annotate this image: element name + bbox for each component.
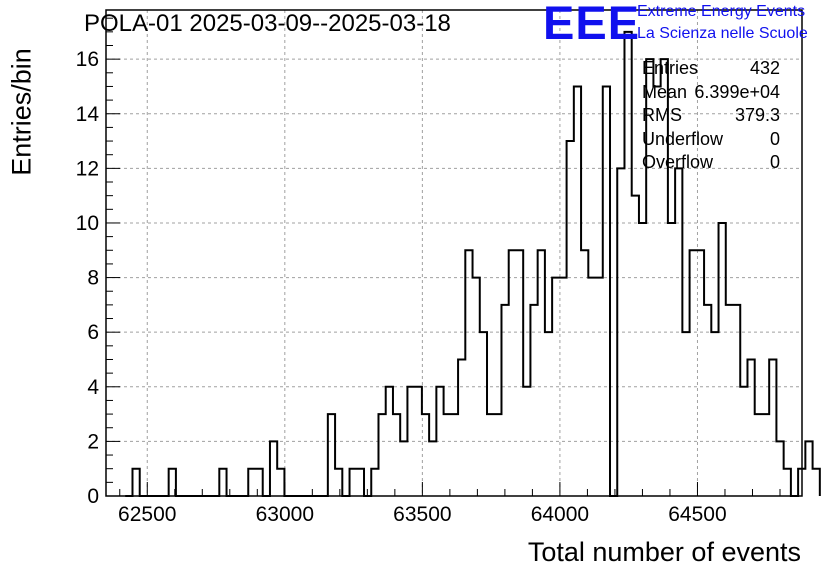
logo-line-2: La Scienza nelle Scuole: [637, 25, 808, 42]
y-tick-label: 6: [87, 321, 99, 344]
y-tick-label: 0: [87, 485, 99, 508]
stats-value: 432: [749, 58, 780, 78]
stats-value: 379.3: [734, 105, 780, 125]
stats-label: Mean: [642, 81, 688, 102]
stats-value: 0: [769, 152, 780, 172]
y-tick-label: 14: [76, 103, 100, 126]
stats-box: Entries 432 Mean 6.399e+04 RMS 379.3 Und…: [642, 57, 780, 175]
stats-row-entries: Entries 432: [642, 57, 780, 81]
y-tick-label: 16: [76, 48, 99, 71]
stats-label: Overflow: [642, 152, 714, 172]
y-tick-label: 12: [76, 157, 99, 180]
plot-frame: [105, 9, 803, 497]
eee-logo: EEE: [543, 0, 641, 49]
stats-row-mean: Mean 6.399e+04: [642, 81, 780, 105]
stats-row-overflow: Overflow 0: [642, 151, 780, 175]
y-tick-label: 10: [76, 212, 99, 235]
stats-label: Underflow: [642, 128, 724, 149]
stats-row-underflow: Underflow 0: [642, 128, 780, 152]
y-tick-label: 4: [87, 376, 99, 399]
x-tick-label: 63500: [393, 503, 451, 526]
y-axis-label: Entries/bin: [6, 48, 37, 176]
x-tick-label: 63000: [256, 503, 314, 526]
stats-label: RMS: [642, 105, 682, 125]
x-tick-label: 62500: [118, 503, 176, 526]
stats-value: 6.399e+04: [694, 81, 780, 102]
x-axis-label: Total number of events: [527, 537, 801, 567]
y-tick-label: 2: [87, 430, 99, 453]
y-tick-label: 8: [87, 267, 99, 290]
stats-value: 0: [769, 128, 780, 149]
x-tick-label: 64500: [668, 503, 726, 526]
stats-row-rms: RMS 379.3: [642, 104, 780, 128]
x-tick-label: 64000: [531, 503, 589, 526]
chart-title: POLA-01 2025-03-09--2025-03-18: [84, 10, 451, 37]
stats-label: Entries: [642, 58, 699, 78]
logo-line-1: Extreme Energy Events: [637, 3, 806, 20]
